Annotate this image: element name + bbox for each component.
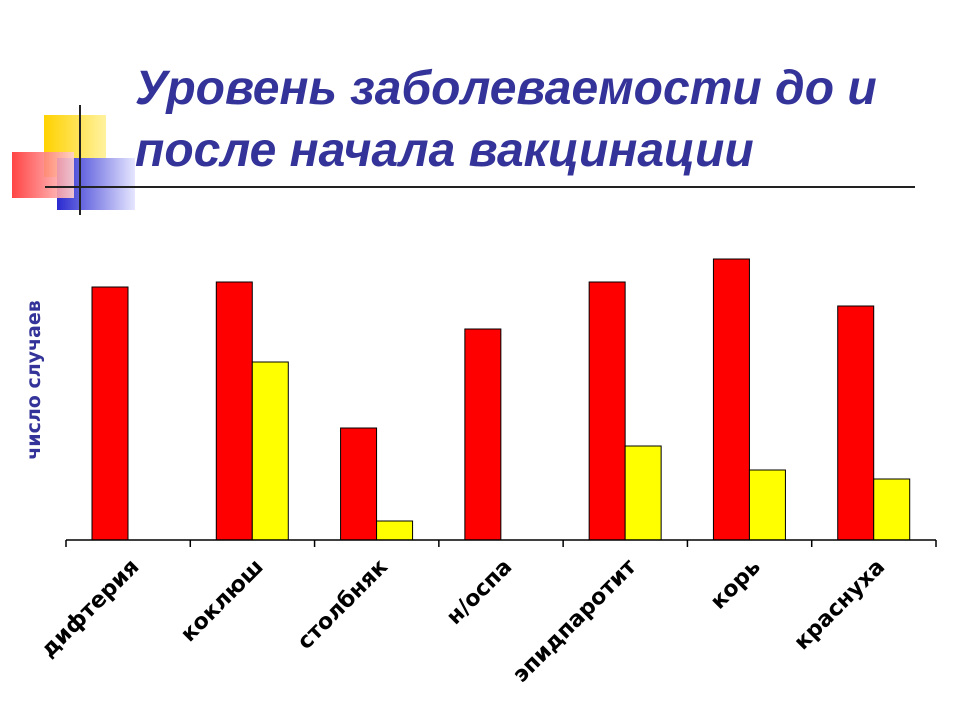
- bar: [340, 427, 378, 541]
- bar: [464, 328, 502, 541]
- bar: [837, 305, 875, 541]
- bar: [215, 281, 253, 541]
- x-tick-label: коклюш: [176, 555, 269, 648]
- x-tick-label: эпидпаротит: [508, 554, 641, 687]
- chart-title: Уровень заболеваемости до и после начала…: [135, 62, 877, 177]
- y-axis-label: число случаев: [23, 300, 45, 460]
- bar: [91, 286, 129, 541]
- bar: [624, 445, 662, 541]
- x-tick-label: корь: [706, 555, 766, 615]
- x-tick-label: дифтерия: [36, 555, 144, 663]
- bar: [376, 520, 414, 541]
- bar: [748, 469, 786, 541]
- bar: [588, 281, 626, 541]
- bar: [251, 361, 289, 541]
- x-tick-label: краснуха: [790, 555, 891, 656]
- deco-square: [12, 152, 74, 198]
- bar: [712, 258, 750, 541]
- x-tick-label: столбняк: [293, 555, 393, 655]
- bar: [873, 478, 911, 541]
- x-tick-label: н/оспа: [442, 555, 517, 630]
